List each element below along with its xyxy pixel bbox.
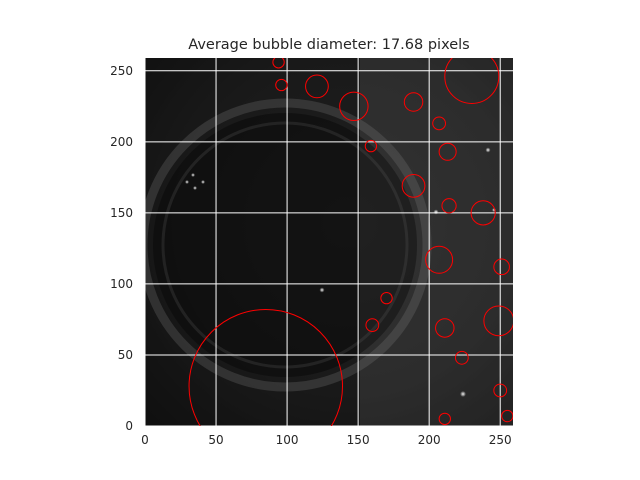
y-axis: 0 50 100 150 200 250: [110, 64, 133, 433]
image-background: [145, 58, 513, 426]
x-tick-label: 50: [208, 433, 223, 447]
y-tick-label: 250: [110, 64, 133, 78]
bubble-marker: [432, 116, 447, 131]
x-axis: 0 50 100 150 200 250: [141, 433, 511, 447]
bubble-marker: [438, 142, 457, 161]
chart-title: Average bubble diameter: 17.68 pixels: [188, 37, 469, 53]
bubble-marker: [441, 198, 457, 214]
bubble-marker: [401, 174, 426, 198]
bubble-marker: [403, 92, 424, 112]
y-tick-label: 100: [110, 277, 133, 291]
bubble-marker: [493, 258, 510, 276]
bubble-marker: [364, 139, 378, 153]
bubble-marker: [272, 58, 285, 69]
y-tick-label: 150: [110, 206, 133, 220]
bubble-marker: [339, 91, 369, 122]
x-tick-label: 150: [347, 433, 370, 447]
bubble-marker: [501, 409, 513, 423]
bubble-markers: [188, 58, 513, 426]
bubble-marker: [365, 318, 380, 333]
x-tick-label: 0: [141, 433, 149, 447]
y-tick-label: 200: [110, 135, 133, 149]
x-tick-label: 100: [276, 433, 299, 447]
bubble-marker: [305, 74, 329, 99]
bubble-marker: [438, 412, 451, 426]
bubble-marker: [444, 58, 500, 104]
y-tick-label: 50: [118, 348, 133, 362]
bubble-marker: [483, 305, 513, 337]
bubble-marker: [470, 200, 496, 226]
bubble-marker: [454, 350, 469, 365]
y-tick-label: 0: [125, 419, 133, 433]
x-tick-label: 200: [418, 433, 441, 447]
x-tick-label: 250: [489, 433, 512, 447]
bubble-marker: [493, 383, 508, 398]
bubble-marker: [275, 78, 288, 92]
bubble-marker: [435, 318, 455, 338]
bubble-marker: [425, 245, 454, 274]
bubble-marker: [380, 291, 393, 305]
bubble-marker: [188, 309, 343, 426]
